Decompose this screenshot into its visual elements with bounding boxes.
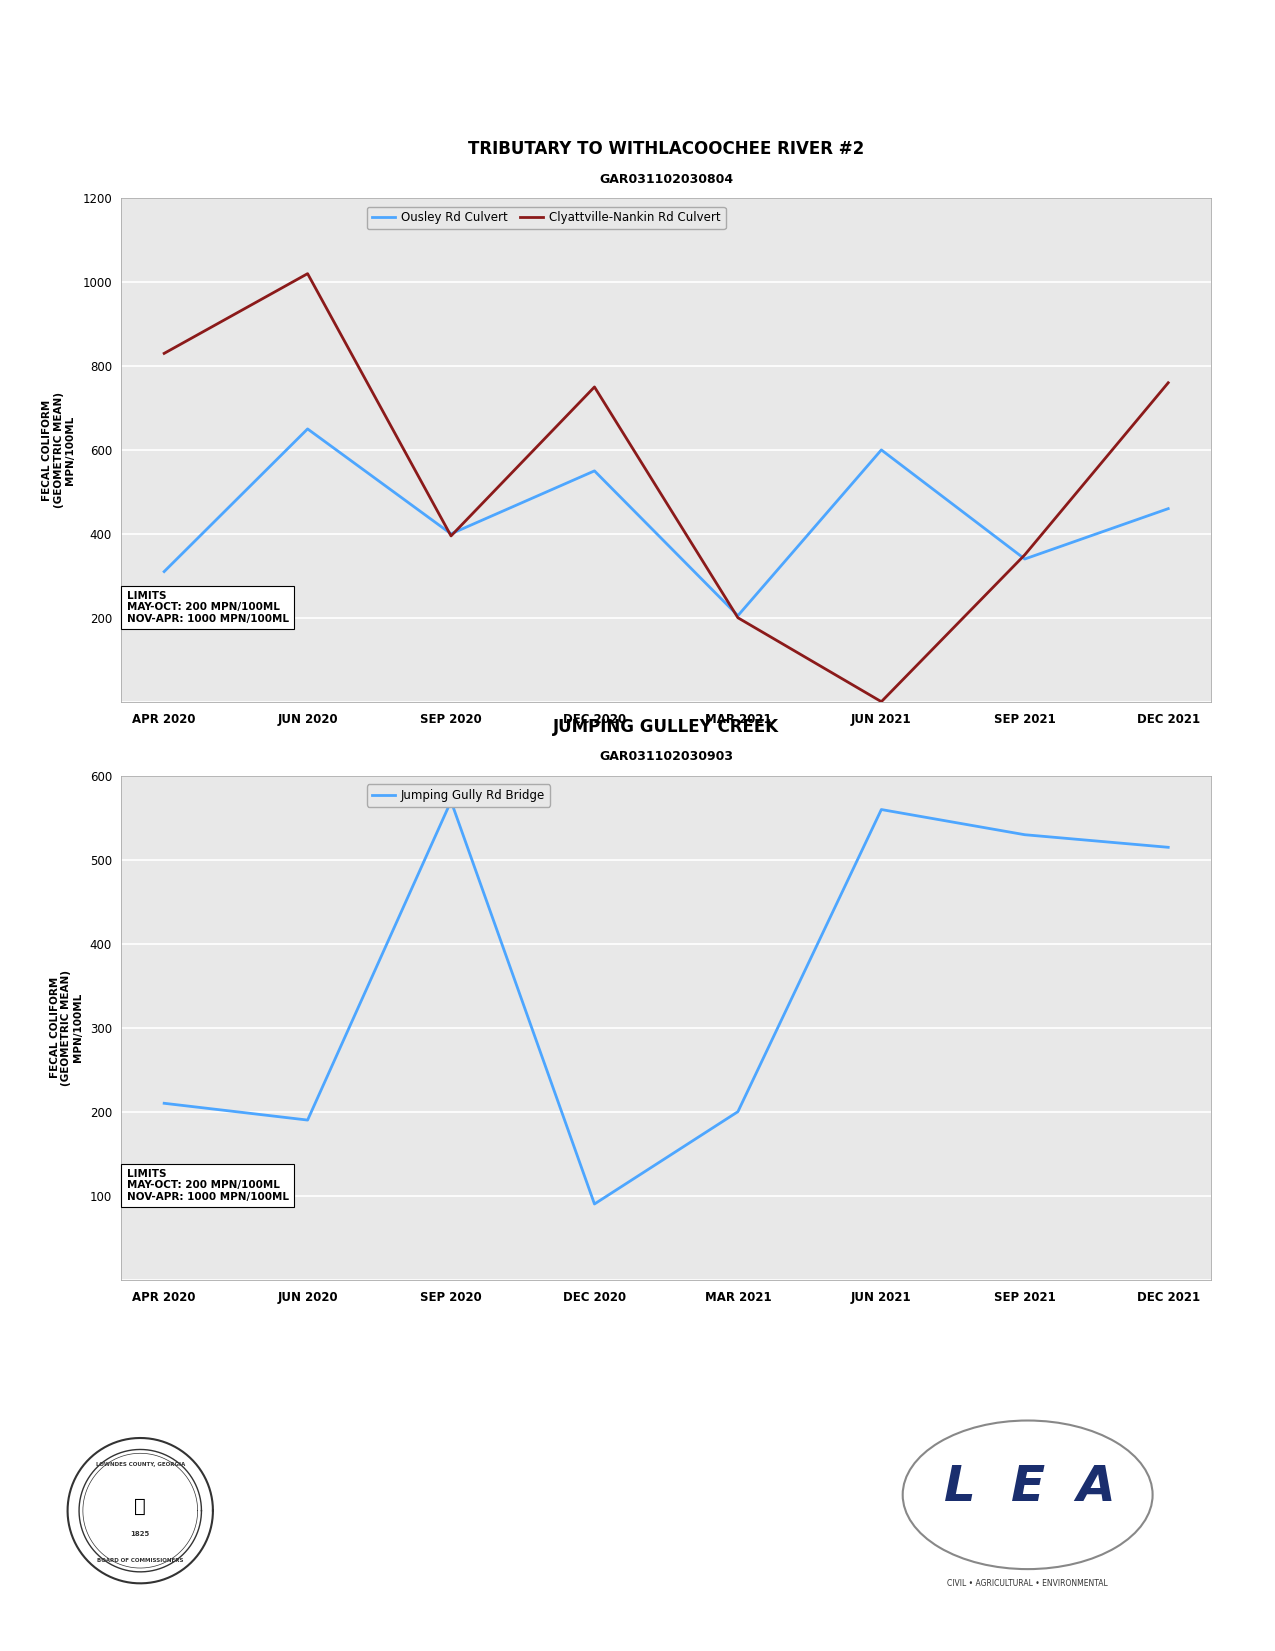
Clyattville-Nankin Rd Culvert [586,376,602,396]
Jumping Gully Rd Bridge [586,1194,602,1213]
Ousley Rd Culvert [873,441,889,461]
Line: Ousley Rd Culvert: Ousley Rd Culvert [164,429,1168,616]
Text: E: E [1011,1463,1044,1511]
Ousley Rd Culvert [586,461,602,480]
Text: LOWNDES COUNTY, GEORGIA: LOWNDES COUNTY, GEORGIA [96,1463,185,1468]
Text: A: A [1076,1463,1114,1511]
Text: JUMPING GULLEY CREEK: JUMPING GULLEY CREEK [553,718,779,736]
Text: TRIBUTARY TO WITHLACOOCHEE RIVER #2: TRIBUTARY TO WITHLACOOCHEE RIVER #2 [468,140,864,158]
Clyattville-Nankin Rd Culvert [1017,545,1033,565]
Clyattville-Nankin Rd Culvert [1160,373,1176,393]
Line: Clyattville-Nankin Rd Culvert: Clyattville-Nankin Rd Culvert [164,274,1168,702]
Text: CIVIL • AGRICULTURAL • ENVIRONMENTAL: CIVIL • AGRICULTURAL • ENVIRONMENTAL [947,1580,1108,1588]
Ousley Rd Culvert [1160,499,1176,518]
Jumping Gully Rd Bridge [873,799,889,819]
Clyattville-Nankin Rd Culvert [873,692,889,712]
Text: GAR031102030804: GAR031102030804 [599,173,733,185]
Text: LIMITS
MAY-OCT: 200 MPN/100ML
NOV-APR: 1000 MPN/100ML: LIMITS MAY-OCT: 200 MPN/100ML NOV-APR: 1… [126,1169,288,1202]
Ousley Rd Culvert [157,561,172,581]
Jumping Gully Rd Bridge [1160,837,1176,857]
Text: BOARD OF COMMISSIONERS: BOARD OF COMMISSIONERS [97,1559,184,1563]
Line: Jumping Gully Rd Bridge: Jumping Gully Rd Bridge [164,801,1168,1204]
Text: L: L [944,1463,975,1511]
Jumping Gully Rd Bridge [300,1109,315,1129]
Clyattville-Nankin Rd Culvert [157,343,172,363]
Y-axis label: FECAL COLIFORM
(GEOMETRIC MEAN)
MPN/100ML: FECAL COLIFORM (GEOMETRIC MEAN) MPN/100M… [50,969,83,1086]
Legend: Ousley Rd Culvert, Clyattville-Nankin Rd Culvert: Ousley Rd Culvert, Clyattville-Nankin Rd… [367,206,725,229]
Text: 🏛: 🏛 [134,1497,147,1516]
Text: LIMITS
MAY-OCT: 200 MPN/100ML
NOV-APR: 1000 MPN/100ML: LIMITS MAY-OCT: 200 MPN/100ML NOV-APR: 1… [126,591,288,624]
Y-axis label: FECAL COLIFORM
(GEOMETRIC MEAN)
MPN/100ML: FECAL COLIFORM (GEOMETRIC MEAN) MPN/100M… [42,391,75,509]
Jumping Gully Rd Bridge [1017,826,1033,845]
Clyattville-Nankin Rd Culvert [300,264,315,284]
Text: GAR031102030903: GAR031102030903 [599,751,733,763]
Jumping Gully Rd Bridge [731,1101,746,1121]
Ousley Rd Culvert [444,523,459,543]
Jumping Gully Rd Bridge [444,791,459,811]
Clyattville-Nankin Rd Culvert [444,527,459,546]
Legend: Jumping Gully Rd Bridge: Jumping Gully Rd Bridge [367,784,550,807]
Ousley Rd Culvert [300,419,315,439]
Text: 1825: 1825 [130,1530,150,1537]
Ousley Rd Culvert [1017,550,1033,570]
Jumping Gully Rd Bridge [157,1093,172,1113]
Ousley Rd Culvert [731,606,746,626]
Clyattville-Nankin Rd Culvert [731,608,746,627]
